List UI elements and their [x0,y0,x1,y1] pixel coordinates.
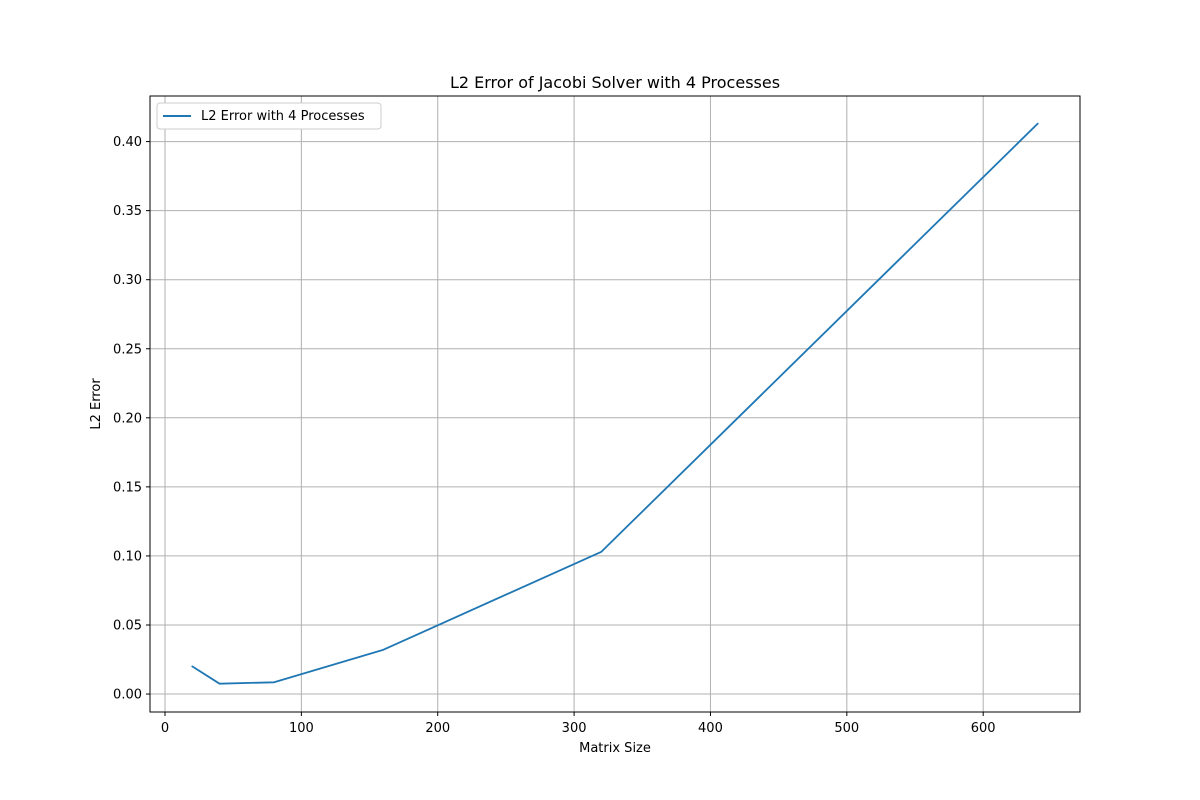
y-tick-label: 0.15 [113,480,142,495]
legend-box [156,102,382,130]
grid-layer [150,96,1080,712]
legend: L2 Error with 4 Processes [156,102,382,130]
x-tick-label: 0 [161,721,169,736]
x-tick-label: 500 [834,721,859,736]
series-line [191,122,1039,685]
series-layer [191,122,1039,685]
y-tick-label: 0.20 [113,411,142,426]
x-axis-label: Matrix Size [579,741,651,756]
y-tick-label: 0.25 [113,342,142,357]
y-tick-label: 0.10 [113,549,142,564]
x-tick-label: 400 [698,721,723,736]
chart-title: L2 Error of Jacobi Solver with 4 Process… [450,73,780,92]
y-tick-label: 0.30 [113,273,142,288]
tick-layer: 0 100 200 300 400 500 600 0.00 0.05 0.10 0.15 0.20 0… [113,135,996,736]
x-tick-label: 600 [971,721,996,736]
plot-frame [149,95,1081,713]
x-tick-label: 300 [562,721,587,736]
y-tick-label: 0.00 [113,688,142,703]
legend-label: L2 Error with 4 Processes [201,109,365,124]
y-tick-label: 0.40 [113,135,142,150]
x-tick-label: 200 [425,721,450,736]
y-tick-label: 0.35 [113,204,142,219]
x-tick-label: 100 [289,721,314,736]
y-axis-label: L2 Error [89,378,104,430]
y-tick-label: 0.05 [113,618,142,633]
